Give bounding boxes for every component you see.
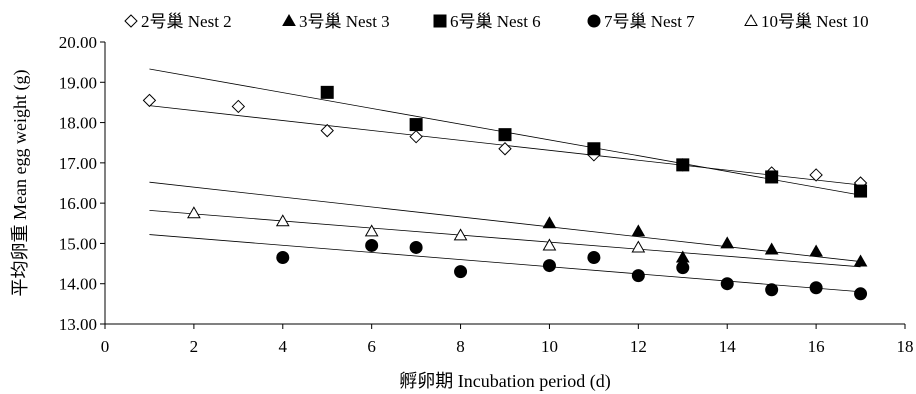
trend-line — [149, 181, 861, 262]
data-point — [587, 251, 601, 265]
x-tick-label: 16 — [808, 337, 825, 356]
y-tick-label: 15.00 — [59, 234, 97, 253]
legend-marker — [124, 14, 138, 28]
data-point — [631, 240, 646, 253]
data-point — [409, 240, 423, 254]
data-point — [542, 259, 556, 273]
x-tick-label: 4 — [279, 337, 288, 356]
y-tick-label: 19.00 — [59, 73, 97, 92]
data-point — [409, 129, 423, 144]
data-point — [809, 244, 823, 257]
data-point — [498, 142, 512, 156]
data-points — [142, 85, 868, 301]
y-tick-label: 18.00 — [59, 114, 97, 133]
data-point — [142, 93, 157, 108]
legend-marker — [587, 14, 601, 28]
data-point — [765, 283, 779, 297]
data-point — [364, 224, 379, 237]
data-point — [542, 238, 557, 251]
data-point — [764, 242, 779, 255]
x-tick-label: 8 — [456, 337, 465, 356]
data-point — [276, 251, 290, 265]
data-point — [275, 214, 290, 227]
x-tick-label: 0 — [101, 337, 110, 356]
data-point — [676, 261, 690, 275]
data-point — [720, 277, 734, 291]
data-point — [853, 254, 868, 267]
x-tick-label: 2 — [190, 337, 199, 356]
trend-line — [149, 209, 861, 268]
legend-label: 7号巢 Nest 7 — [604, 12, 695, 31]
x-tick-label: 12 — [630, 337, 647, 356]
x-tick-label: 14 — [719, 337, 737, 356]
data-point — [809, 168, 823, 182]
data-point — [454, 265, 468, 279]
data-point — [720, 236, 735, 249]
trend-lines — [149, 68, 861, 293]
x-tick-label: 10 — [541, 337, 558, 356]
legend-marker — [744, 13, 758, 26]
y-ticks: 13.00 14.00 15.00 16.00 17.00 18.00 19.00 20.00 — [59, 33, 105, 334]
trend-line — [149, 234, 861, 293]
legend: 2号巢 Nest 2 3号巢 Nest 3 6号巢 Nest 6 7号巢 Nest 7… — [124, 12, 869, 31]
data-point — [854, 184, 868, 198]
x-ticks: 0 2 4 6 8 10 12 14 16 18 — [101, 324, 914, 356]
x-axis-title: 孵卵期 Incubation period (d) — [399, 371, 610, 392]
data-point — [765, 170, 779, 184]
x-tick-label: 6 — [367, 337, 376, 356]
data-point — [631, 269, 645, 283]
axes — [104, 42, 905, 325]
data-point — [365, 238, 379, 252]
data-point — [409, 118, 423, 132]
data-point — [320, 123, 334, 138]
legend-marker — [433, 14, 447, 28]
data-point — [809, 281, 823, 295]
legend-label: 6号巢 Nest 6 — [450, 12, 541, 31]
data-point — [498, 128, 512, 142]
legend-label: 10号巢 Nest 10 — [761, 12, 869, 31]
data-point — [676, 158, 690, 172]
y-tick-label: 16.00 — [59, 194, 97, 213]
x-tick-label: 18 — [897, 337, 914, 356]
data-point — [453, 228, 468, 241]
data-point — [854, 287, 868, 301]
y-tick-label: 20.00 — [59, 33, 97, 52]
legend-label: 2号巢 Nest 2 — [141, 12, 232, 31]
y-tick-label: 13.00 — [59, 315, 97, 334]
legend-marker — [282, 13, 296, 26]
legend-label: 3号巢 Nest 3 — [299, 12, 390, 31]
data-point — [231, 99, 246, 114]
y-tick-label: 14.00 — [59, 275, 97, 294]
data-point — [542, 216, 557, 229]
data-point — [587, 142, 601, 156]
data-point — [631, 224, 646, 237]
y-axis-title: 平均卵重 Mean egg weight (g) — [10, 70, 31, 297]
y-tick-label: 17.00 — [59, 154, 97, 173]
data-point — [187, 206, 201, 219]
data-point — [320, 85, 334, 99]
